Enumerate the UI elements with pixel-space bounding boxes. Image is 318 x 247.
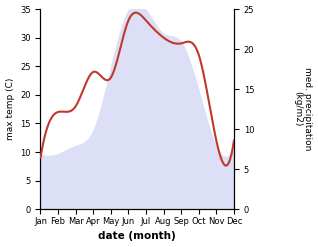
Y-axis label: max temp (C): max temp (C): [5, 78, 15, 140]
Y-axis label: med. precipitation
(kg/m2): med. precipitation (kg/m2): [293, 67, 313, 151]
X-axis label: date (month): date (month): [98, 231, 176, 242]
